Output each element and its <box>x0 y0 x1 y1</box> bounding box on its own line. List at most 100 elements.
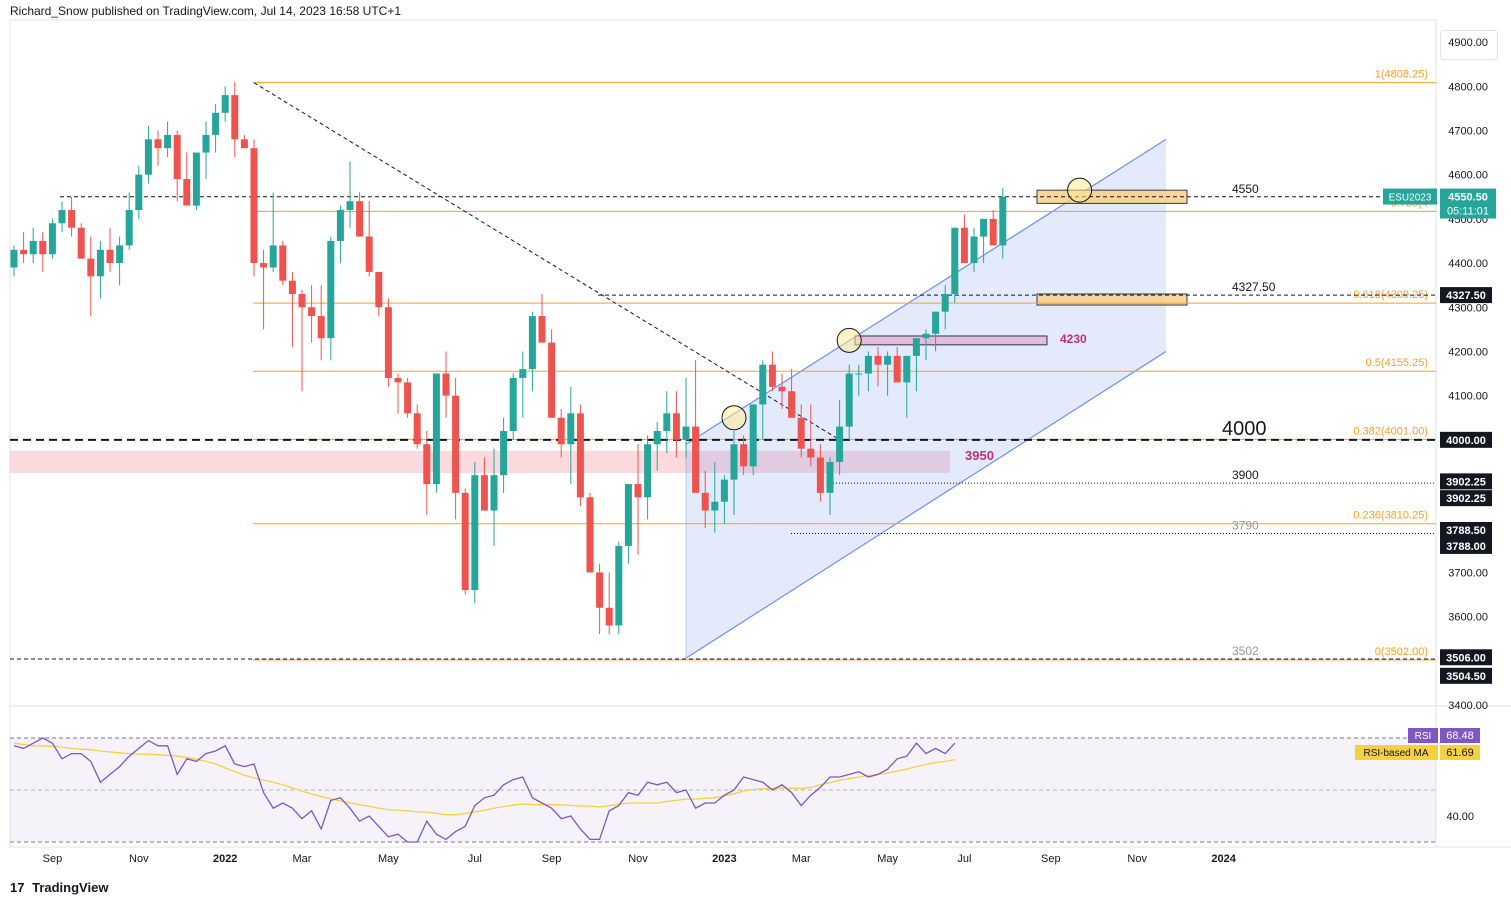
time-label-5: Jul <box>468 853 482 865</box>
price-tick-3: 3700.00 <box>1448 567 1488 579</box>
candle-body-23 <box>231 95 239 140</box>
channel-lower-line <box>685 350 1167 659</box>
candle-body-56 <box>548 342 556 418</box>
tradingview-footer[interactable]: 17 TradingView <box>10 880 108 895</box>
candle-body-69 <box>672 413 680 440</box>
current-price-box <box>1440 188 1496 219</box>
level-label-0: 4550 <box>1232 182 1259 196</box>
axis-price-label-2: 4000.00 <box>1446 435 1486 447</box>
rsi-tag-box <box>1408 728 1438 743</box>
candle-body-26 <box>260 263 268 268</box>
fib-label-3: 0.5(4155.25) <box>1366 357 1428 369</box>
candle-body-24 <box>240 139 248 149</box>
candle-body-22 <box>221 95 229 113</box>
candle-body-49 <box>480 475 488 511</box>
candle-body-76 <box>740 444 748 467</box>
level-label-1: 4327.50 <box>1232 280 1276 294</box>
time-label-2: 2022 <box>213 853 237 865</box>
support-box-4327 <box>1036 293 1188 306</box>
rsi-band <box>10 738 1436 842</box>
candle-body-78 <box>759 364 767 405</box>
level-label-5: 3502 <box>1232 644 1259 658</box>
candle-body-45 <box>442 373 450 396</box>
candle-body-14 <box>144 139 152 175</box>
tradingview-logo-icon: 17 <box>10 880 25 895</box>
candle-body-62 <box>605 607 613 626</box>
candle-body-28 <box>279 245 287 281</box>
candle-body-100 <box>970 236 978 264</box>
candle-body-54 <box>528 316 536 370</box>
axis-price-box-4 <box>1440 490 1492 507</box>
axis-price-label-6: 3788.00 <box>1446 541 1486 553</box>
candle-body-9 <box>96 249 104 277</box>
price-axis: 3400.003500.003600.003700.003800.003900.… <box>1383 37 1496 712</box>
candle-body-71 <box>692 426 700 493</box>
candle-body-10 <box>106 249 114 264</box>
candle-body-2 <box>29 240 37 255</box>
highlight-circle-0 <box>721 405 747 431</box>
candle-body-5 <box>58 210 66 224</box>
time-label-13: Nov <box>1127 853 1147 865</box>
price-tick-9: 4300.00 <box>1448 302 1488 314</box>
symbol-tag: ESU2023 <box>1389 193 1432 204</box>
level-label-4: 3790 <box>1232 519 1259 533</box>
diagonal-trendline <box>253 82 840 441</box>
ascending-channel-fill <box>686 139 1166 659</box>
candle-body-90 <box>874 355 882 365</box>
candle-body-19 <box>192 152 200 206</box>
tradingview-brand: TradingView <box>32 880 109 895</box>
candle-body-13 <box>135 174 143 211</box>
rsi-value: 68.48 <box>1446 730 1474 742</box>
candle-body-0 <box>10 249 18 268</box>
candle-body-95 <box>922 333 930 339</box>
time-label-1: Nov <box>129 853 149 865</box>
candle-body-77 <box>749 404 757 467</box>
axis-price-label-5: 3788.50 <box>1446 525 1486 537</box>
candle-body-81 <box>788 391 796 418</box>
rsi-ma-tag: RSI-based MA <box>1363 748 1428 759</box>
candle-body-91 <box>884 355 892 365</box>
time-label-0: Sep <box>43 853 63 865</box>
candle-body-36 <box>356 201 364 237</box>
candle-body-40 <box>394 377 402 383</box>
candle-body-33 <box>327 240 335 339</box>
candle-body-59 <box>576 413 584 498</box>
candle-body-11 <box>116 245 124 264</box>
candle-body-60 <box>586 497 594 573</box>
axis-price-label-7: 3506.00 <box>1446 652 1486 664</box>
time-label-3: Mar <box>293 853 312 865</box>
candle-body-64 <box>624 484 632 546</box>
time-label-12: Sep <box>1041 853 1061 865</box>
candle-body-51 <box>500 431 508 476</box>
candle-body-32 <box>317 316 325 339</box>
candle-body-75 <box>730 444 738 480</box>
candle-body-17 <box>173 134 181 180</box>
time-label-11: Jul <box>957 853 971 865</box>
candle-body-48 <box>471 475 479 591</box>
level-label-2: 4000 <box>1222 418 1267 440</box>
candle-body-30 <box>298 294 306 308</box>
candles <box>10 81 1093 635</box>
candle-body-18 <box>183 179 191 206</box>
candle-body-46 <box>452 395 460 493</box>
candle-timer: 05:11:01 <box>1447 206 1489 218</box>
candle-body-85 <box>826 461 834 493</box>
candle-body-61 <box>596 572 604 608</box>
candle-body-94 <box>912 338 920 356</box>
candle-body-57 <box>557 417 565 445</box>
candle-body-4 <box>48 223 56 255</box>
grid-lines <box>9 19 1511 848</box>
rsi-pane: 40.00 RSI 68.48 RSI-based MA 61.69 <box>10 728 1480 843</box>
rsi-tick-0: 40.00 <box>1446 811 1474 823</box>
candle-body-8 <box>87 258 95 277</box>
candle-body-74 <box>720 479 728 502</box>
price-tick-2: 3600.00 <box>1448 612 1488 624</box>
candle-body-70 <box>682 426 690 440</box>
candle-body-80 <box>778 386 786 392</box>
candle-body-39 <box>384 307 392 378</box>
highlight-circle-1 <box>836 327 862 353</box>
candle-body-1 <box>20 249 28 255</box>
publisher-caption: Richard_Snow published on TradingView.co… <box>10 4 402 18</box>
pane-control-button[interactable] <box>1440 30 1498 60</box>
